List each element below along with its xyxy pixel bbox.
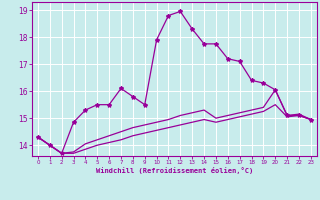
X-axis label: Windchill (Refroidissement éolien,°C): Windchill (Refroidissement éolien,°C) bbox=[96, 167, 253, 174]
